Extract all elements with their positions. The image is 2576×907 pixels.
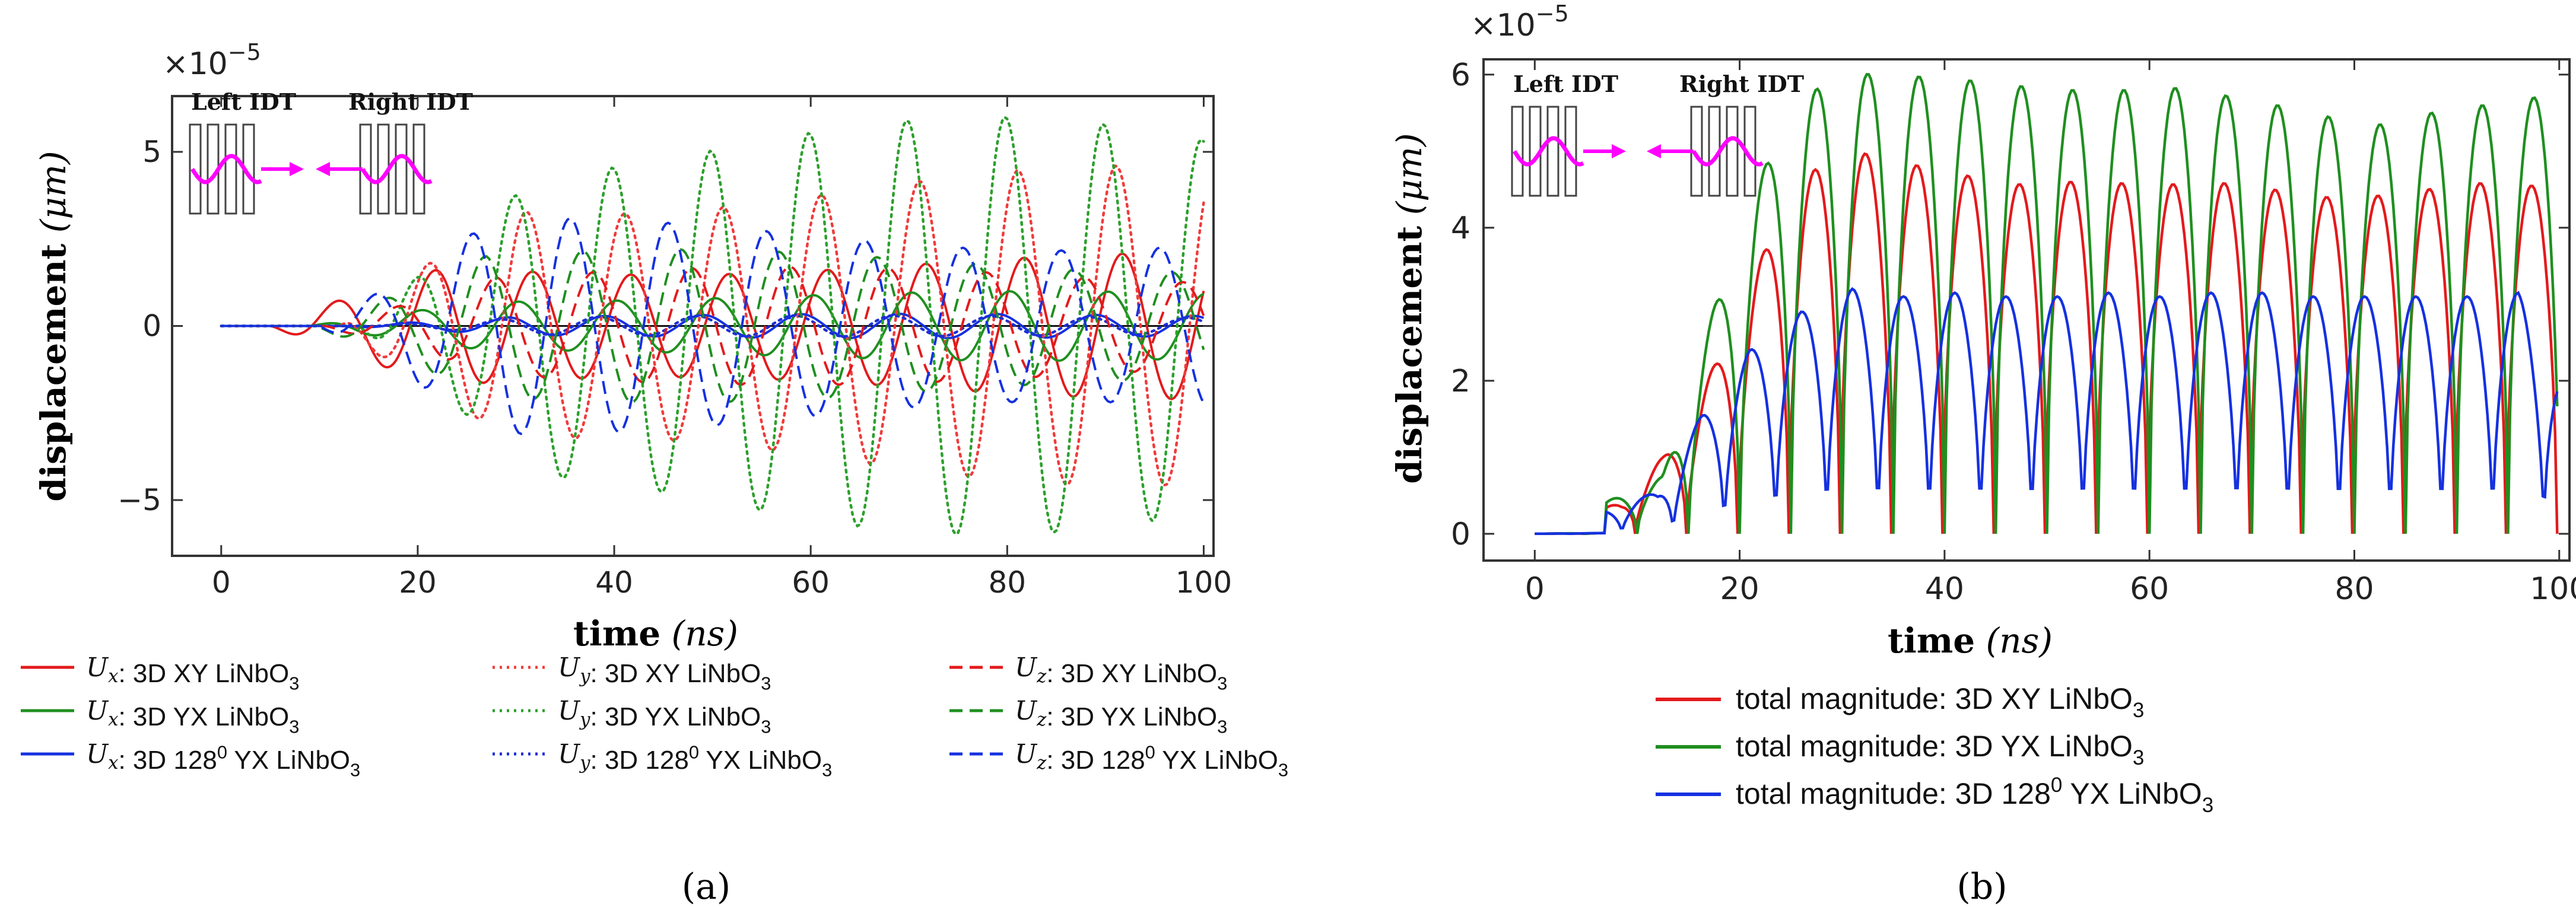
x-tick-label: 100 [1176, 565, 1232, 600]
series-line [220, 115, 1205, 536]
right-idt-label: Right IDT [1679, 71, 1804, 97]
panel-label-b: (b) [1956, 866, 2007, 907]
series-line [1535, 73, 2559, 536]
legend-label: total magnitude: 3D 1280 YX LiNbO3 [1736, 774, 2213, 817]
series-line [220, 314, 1205, 338]
y-tick-label: 0 [1451, 517, 1470, 552]
legend-label: Uy: 3D YX LiNbO3 [558, 696, 771, 737]
idt-finger [1511, 106, 1524, 197]
x-tick-label: 20 [1720, 571, 1759, 607]
y-axis-label-b: displacement (μm) [1389, 133, 1430, 483]
panel-b: 0 20 40 60 80 100 0 2 4 6 ×10−5 displacement (μm)… [1389, 1, 2576, 907]
x-tick-label: 100 [2530, 571, 2576, 607]
x-tick-label: 60 [2130, 571, 2169, 607]
series-line [221, 266, 1205, 386]
idt-inset-a: Left IDT Right IDT [189, 88, 473, 215]
wave-icon [190, 154, 262, 184]
x-tick-label: 40 [1925, 571, 1964, 607]
idt-finger [224, 123, 237, 215]
idt-finger [1726, 106, 1739, 197]
x-tick-label: 20 [399, 565, 437, 600]
y-tick-label: −5 [117, 483, 161, 517]
series-lines-a [220, 115, 1205, 536]
legend-label: Uz: 3D YX LiNbO3 [1015, 696, 1227, 737]
series-line [1535, 287, 2559, 536]
x-axis-label-a: time (ns) [573, 613, 738, 654]
series-line [221, 252, 1205, 400]
legend-label: Uy: 3D 1280 YX LiNbO3 [558, 739, 832, 780]
y-tick-label: 5 [142, 135, 161, 169]
legend-label: Uz: 3D XY LiNbO3 [1015, 653, 1227, 693]
legend-label: total magnitude: 3D YX LiNbO3 [1736, 730, 2144, 769]
x-tick-label: 0 [1525, 571, 1545, 607]
y-tick-label: 2 [1451, 364, 1470, 399]
idt-finger [1546, 106, 1559, 197]
wave-icon [1513, 136, 1584, 167]
legend-b: total magnitude: 3D XY LiNbO3 total magni… [1656, 682, 2213, 817]
legend-label: Ux: 3D YX LiNbO3 [86, 696, 299, 737]
ticks-a: 0 20 40 60 80 100 −5 0 5 [117, 96, 1232, 600]
y-axis-label-a: displacement (μm) [33, 151, 74, 501]
y-multiplier-a: ×10−5 [163, 39, 261, 82]
panel-label-a: (a) [682, 866, 731, 907]
y-multiplier-b: ×10−5 [1470, 1, 1569, 43]
arrow-right-icon [1612, 144, 1626, 158]
x-tick-label: 80 [2334, 571, 2374, 607]
x-axis-label-b: time (ns) [1888, 620, 2053, 661]
series-lines-b [1535, 73, 2559, 536]
legend-label: total magnitude: 3D XY LiNbO3 [1736, 682, 2144, 722]
left-idt-label: Left IDT [1513, 71, 1618, 97]
series-line [220, 164, 1205, 487]
idt-finger [395, 123, 408, 215]
series-line [221, 289, 1205, 362]
x-tick-label: 60 [792, 565, 830, 600]
y-tick-label: 0 [142, 309, 161, 343]
wave-icon [361, 154, 433, 184]
idt-finger [189, 123, 202, 215]
x-tick-label: 80 [988, 565, 1026, 600]
y-tick-label: 4 [1451, 211, 1470, 246]
right-idt-label: Right IDT [348, 88, 473, 115]
x-tick-label: 0 [212, 565, 231, 600]
legend-label: Uy: 3D XY LiNbO3 [558, 653, 771, 693]
legend-label: Ux: 3D XY LiNbO3 [86, 653, 299, 693]
wave-icon [1692, 136, 1764, 167]
left-idt-label: Left IDT [191, 88, 296, 115]
arrow-left-icon [316, 162, 330, 176]
arrow-right-icon [290, 162, 304, 176]
series-line [221, 217, 1205, 435]
x-tick-label: 40 [595, 565, 633, 600]
arrow-left-icon [1647, 144, 1661, 158]
legend-label: Uz: 3D 1280 YX LiNbO3 [1015, 739, 1288, 780]
ticks-b: 0 20 40 60 80 100 0 2 4 6 [1451, 58, 2576, 607]
panel-a: 0 20 40 60 80 100 −5 0 5 ×10−5 displacement (μm)… [21, 39, 1288, 907]
idt-inset-b: Left IDT Right IDT [1511, 71, 1804, 197]
legend-label: Ux: 3D 1280 YX LiNbO3 [86, 739, 360, 780]
y-tick-label: 6 [1451, 58, 1470, 93]
